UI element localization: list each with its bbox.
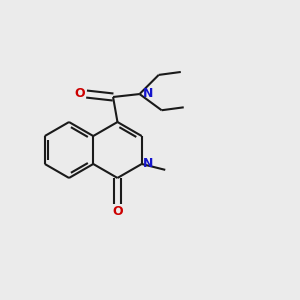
Text: O: O (112, 205, 123, 218)
Text: O: O (74, 87, 85, 100)
Text: N: N (143, 157, 154, 170)
Text: N: N (142, 87, 153, 100)
